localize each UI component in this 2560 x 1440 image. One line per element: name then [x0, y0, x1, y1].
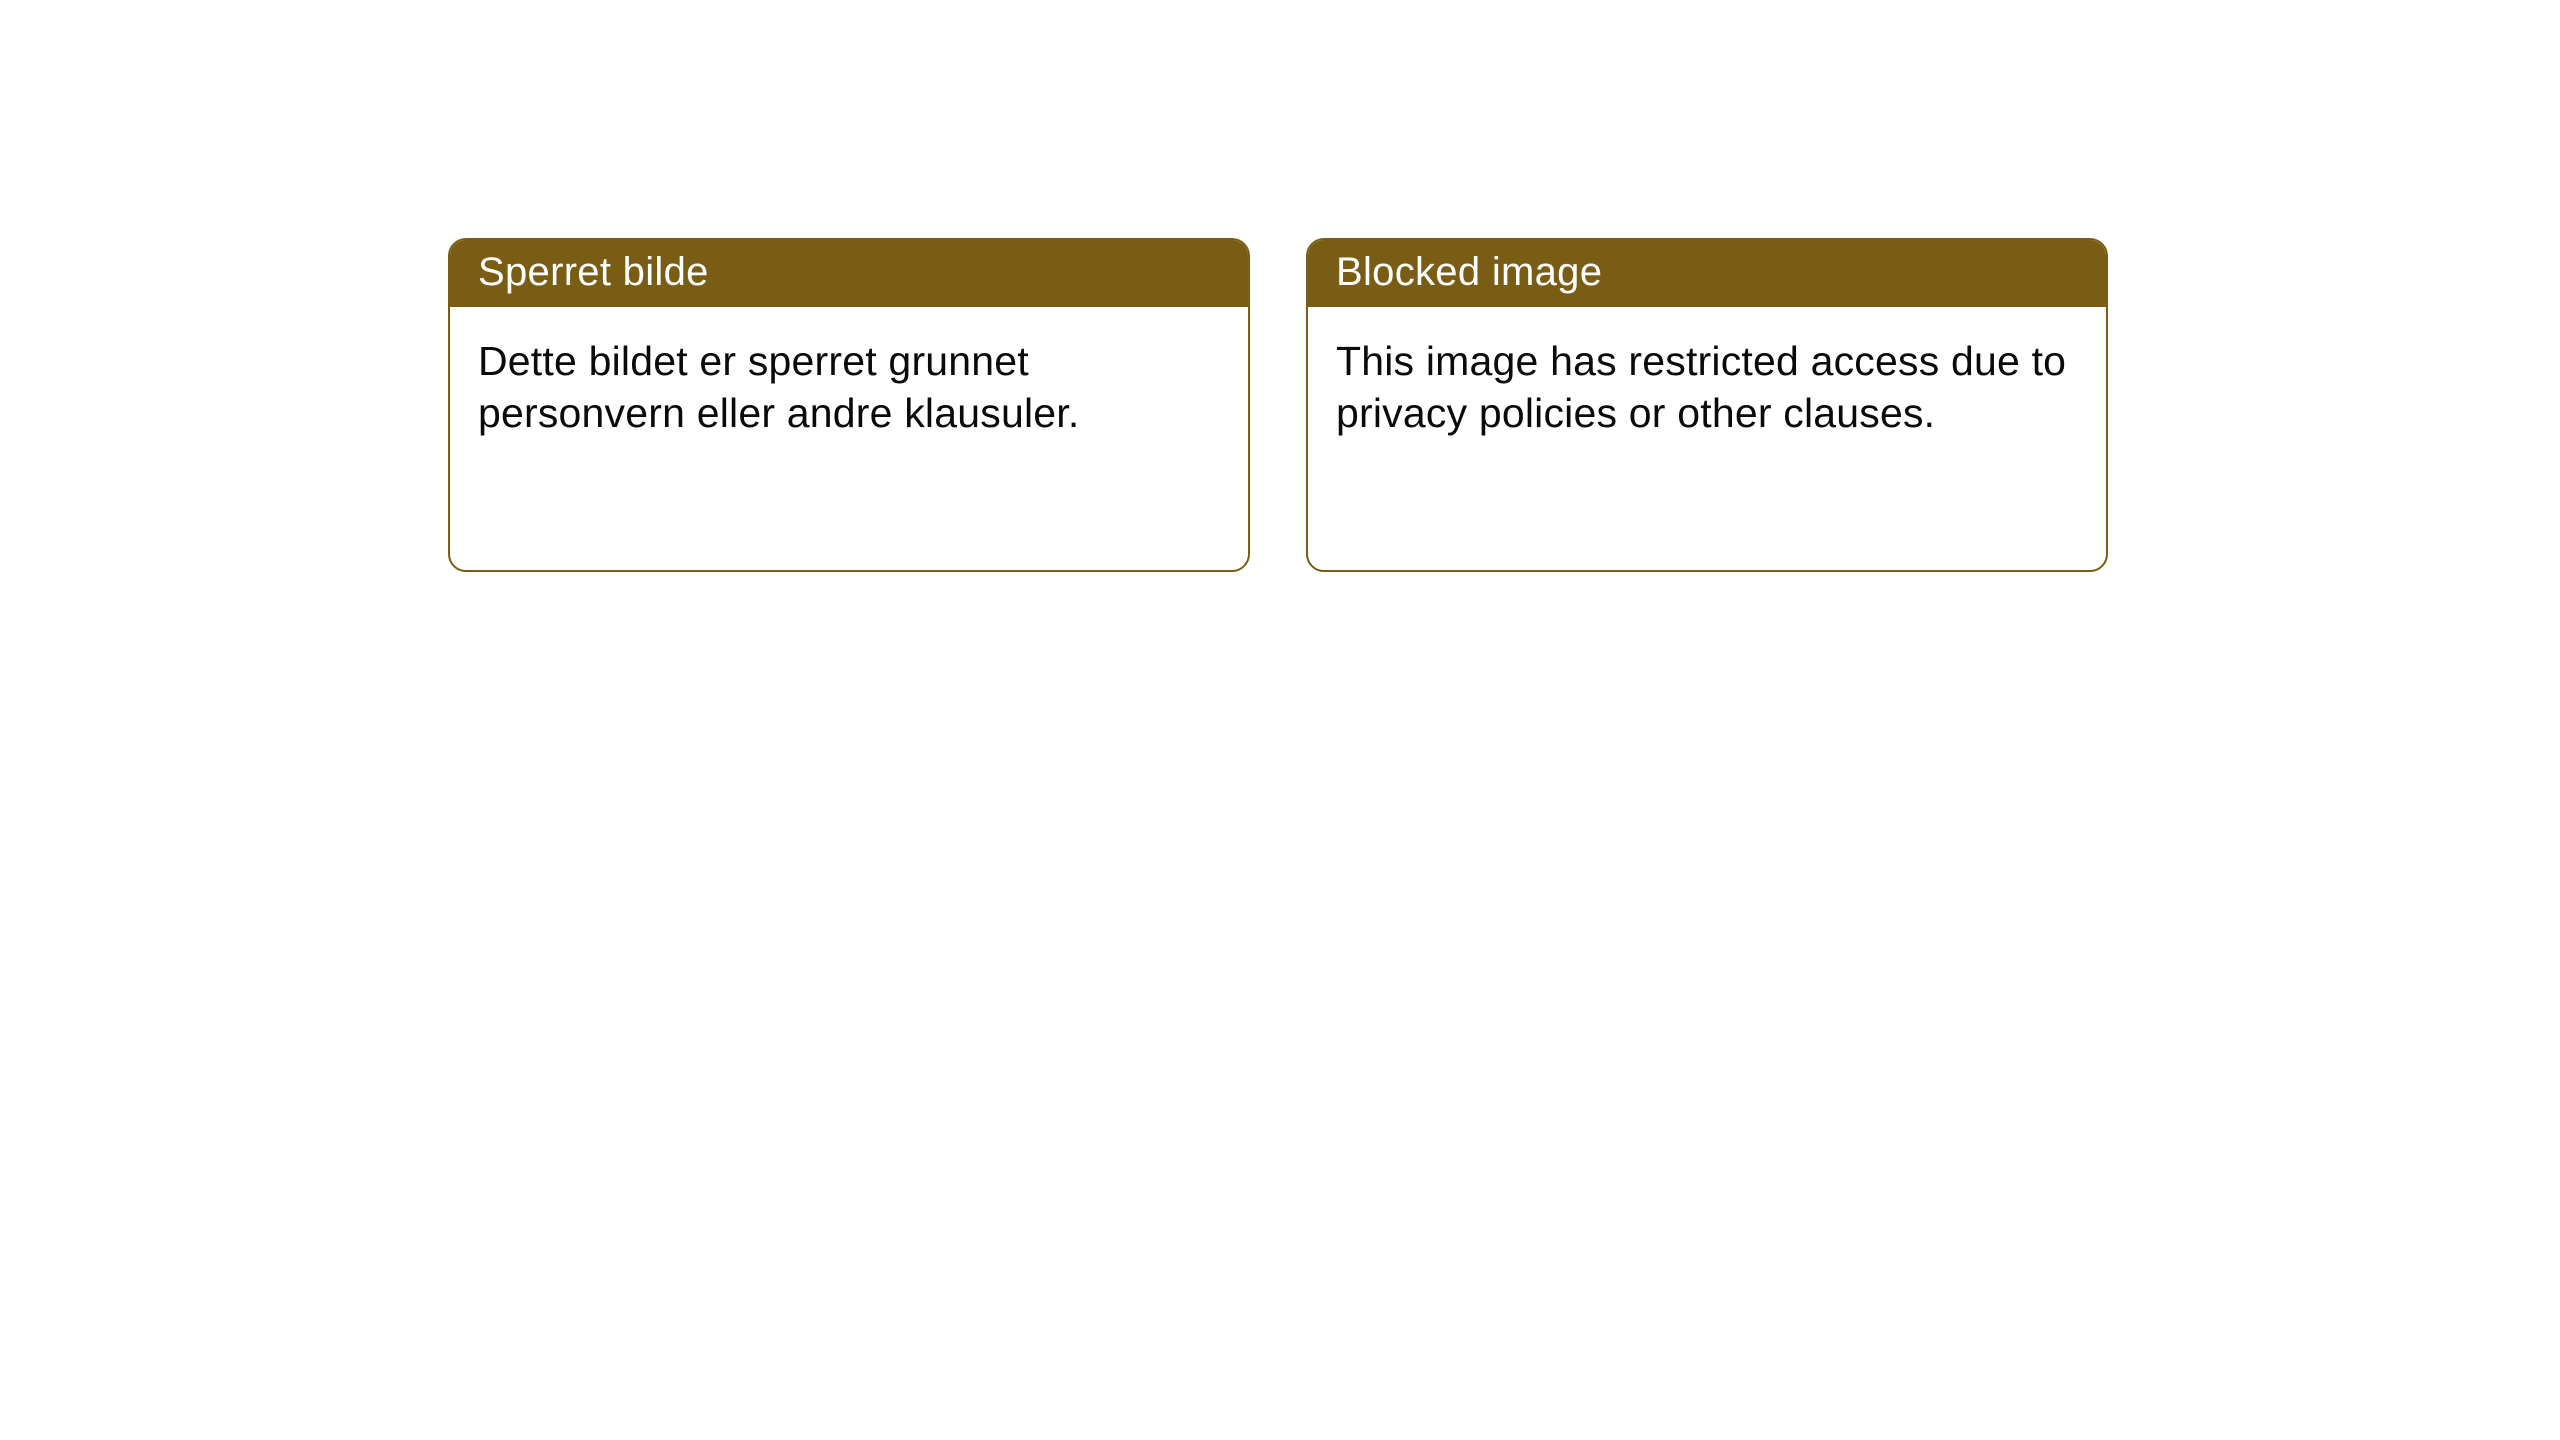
notice-card-body: This image has restricted access due to … [1308, 307, 2106, 468]
notice-card-title: Blocked image [1308, 240, 2106, 307]
notice-card-body: Dette bildet er sperret grunnet personve… [450, 307, 1248, 468]
notices-container: Sperret bilde Dette bildet er sperret gr… [448, 238, 2108, 572]
notice-card-en: Blocked image This image has restricted … [1306, 238, 2108, 572]
notice-card-title: Sperret bilde [450, 240, 1248, 307]
notice-card-no: Sperret bilde Dette bildet er sperret gr… [448, 238, 1250, 572]
